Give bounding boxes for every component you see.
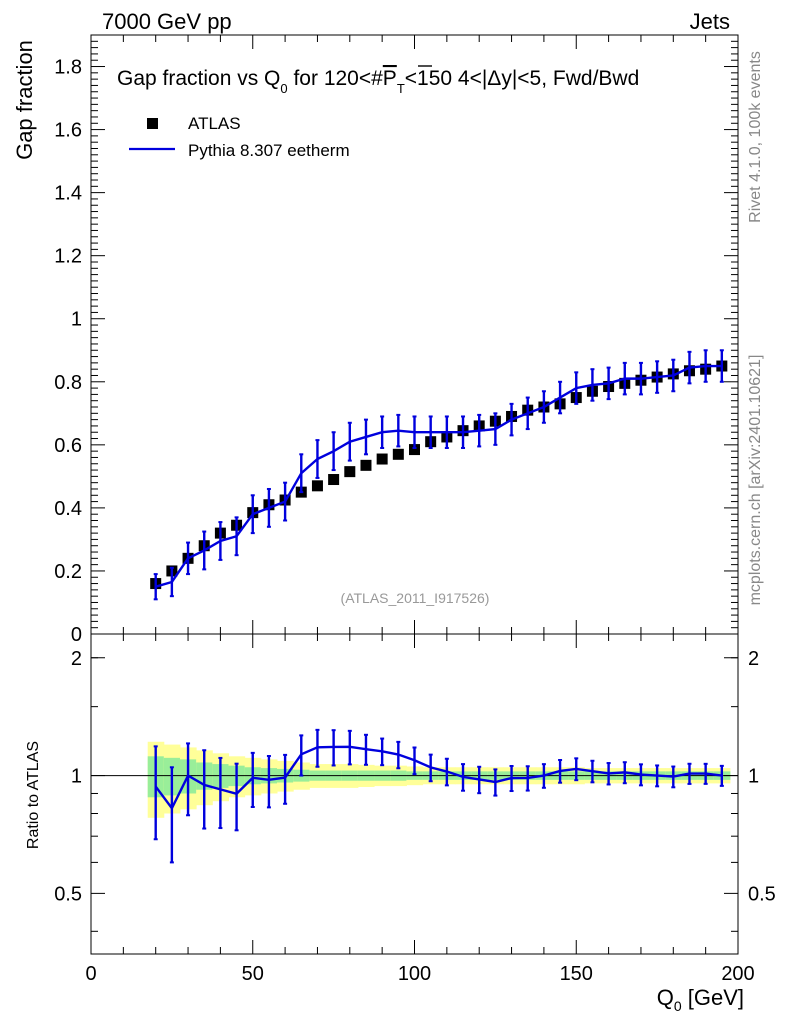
- atlas-data-point: [409, 444, 420, 456]
- x-axis-label-unit: [GeV]: [682, 985, 744, 1010]
- chart-title-post: for 120<#: [288, 67, 383, 90]
- y-tick-label: 0.4: [54, 498, 82, 520]
- x-axis-label-sub: 0: [674, 998, 682, 1014]
- chart-title-p: P: [383, 67, 397, 90]
- x-tick-label: 100: [398, 963, 431, 985]
- header-energy: 7000 GeV pp: [102, 9, 232, 34]
- chart-title-sub: 0: [280, 81, 287, 96]
- atlas-data-point: [376, 453, 388, 465]
- analysis-watermark: (ATLAS_2011_I917526): [341, 590, 490, 606]
- x-tick-label: 0: [85, 963, 96, 985]
- chart-title: Gap fraction vs Q0 for 120<#PT<150 4<|Δy…: [117, 67, 639, 96]
- atlas-data-point: [344, 466, 356, 478]
- ratio-series-line: [154, 745, 722, 811]
- legend-mc-label: Pythia 8.307 eetherm: [188, 141, 350, 160]
- legend-data-label: ATLAS: [188, 114, 241, 133]
- y-tick-label: 0.6: [54, 435, 82, 457]
- ratio-tick-label-right: 1: [748, 766, 759, 788]
- x-tick-label: 50: [242, 963, 264, 985]
- ratio-axis-ticks: 0 50 100 150 200 0.5 0.5 1 1 2 2: [54, 634, 776, 985]
- y-tick-label: 1.6: [54, 120, 82, 142]
- x-tick-label: 150: [560, 963, 593, 985]
- y-tick-label: 1.4: [54, 183, 82, 205]
- ratio-tick-label-left: 0.5: [54, 883, 82, 905]
- main-panel: 0 0.2 0.4 0.6 0.8 1 1.2 1.4 1.6 1.8 Gap fraction …: [54, 34, 739, 646]
- atlas-data-point: [328, 474, 340, 486]
- legend-data-marker: [147, 118, 158, 129]
- x-axis-label-main: Q: [657, 985, 674, 1010]
- rivet-label: Rivet 4.1.0, 100k events: [747, 51, 764, 223]
- ratio-tick-label-left: 2: [71, 648, 82, 670]
- ratio-tick-label-left: 1: [71, 766, 82, 788]
- ratio-tick-label-right: 0.5: [748, 883, 776, 905]
- chart-title-pre: Gap fraction vs Q: [117, 67, 280, 90]
- atlas-data-point: [392, 448, 404, 460]
- x-tick-label: 200: [721, 963, 754, 985]
- ratio-y-axis-label: Ratio to ATLAS: [25, 741, 42, 849]
- header-process: Jets: [690, 9, 730, 34]
- y-tick-label: 0.2: [54, 561, 82, 583]
- ratio-data-layer: [153, 728, 724, 864]
- mc-series-line: [155, 364, 722, 588]
- mcplots-label: mcplots.cern.ch [arXiv:2401.10621]: [747, 355, 764, 606]
- y-axis-label: Gap fraction: [12, 40, 37, 160]
- y-tick-label: 1.2: [54, 246, 82, 268]
- ratio-panel: 0 50 100 150 200 0.5 0.5 1 1 2 2: [54, 633, 776, 985]
- atlas-data-point: [311, 480, 323, 492]
- ratio-tick-label-right: 2: [748, 648, 759, 670]
- y-tick-label: 0.8: [54, 372, 82, 394]
- x-axis-label: Q0 [GeV]: [657, 985, 744, 1014]
- atlas-data-point: [360, 459, 372, 471]
- y-tick-label: 0: [71, 624, 82, 646]
- y-tick-label: 1.8: [54, 57, 82, 79]
- main-axis-ticks: 0 0.2 0.4 0.6 0.8 1 1.2 1.4 1.6 1.8: [54, 34, 739, 646]
- chart-title-tail: <150 4<|Δy|<5, Fwd/Bwd: [405, 67, 640, 90]
- y-tick-label: 1: [71, 309, 82, 331]
- chart-title-psub: T: [397, 81, 405, 96]
- main-data-layer: [150, 349, 728, 601]
